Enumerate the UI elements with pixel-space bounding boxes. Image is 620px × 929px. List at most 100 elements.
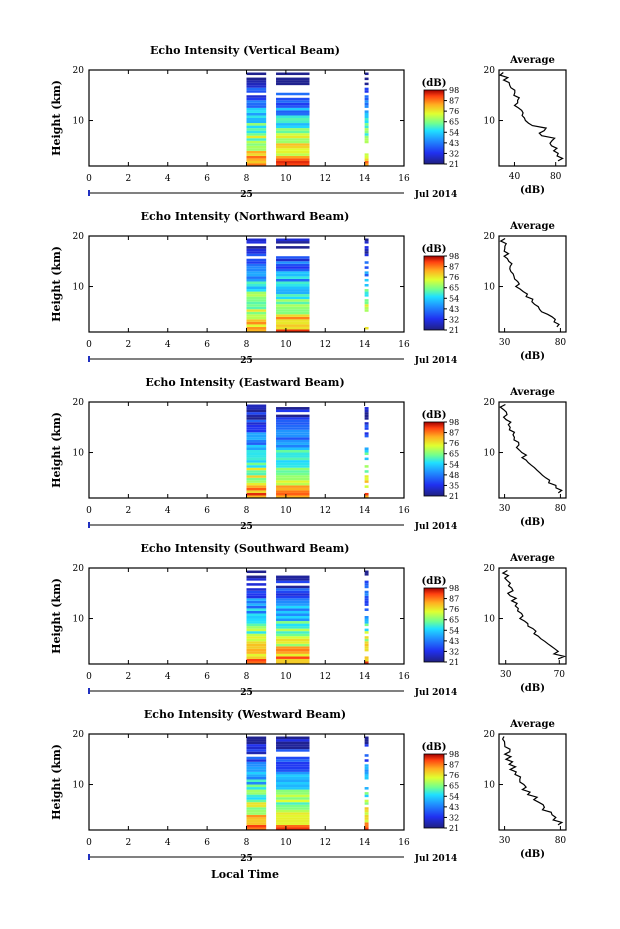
colorbar (423, 255, 445, 331)
heatmap-cell (246, 278, 267, 282)
heatmap-cell (276, 761, 310, 765)
date-label: Jul 2014 (414, 356, 457, 366)
heatmap-cells (246, 404, 369, 498)
panel-title: Echo Intensity (Northward Beam) (141, 210, 350, 223)
heatmap-cell (276, 133, 310, 136)
x-tick-label: 8 (244, 672, 250, 682)
heatmap-cell (364, 658, 369, 662)
x-tick-label: 4 (165, 340, 171, 350)
y-tick-label: 20 (73, 398, 85, 408)
heatmap-cell (276, 774, 310, 777)
x-tick-label: 6 (204, 838, 210, 848)
heatmap-cell (246, 626, 267, 629)
x-tick-label: 14 (359, 340, 371, 350)
heatmap-cell (364, 583, 369, 586)
heatmap-cell (276, 764, 310, 767)
heatmap-cell (276, 739, 310, 742)
average-title: Average (509, 387, 555, 398)
heatmap-cell (364, 794, 369, 798)
heatmap-cell (276, 487, 310, 491)
heatmap-cell (276, 477, 310, 481)
heatmap-cell (246, 739, 267, 742)
heatmap-cell (276, 289, 310, 292)
colorbar-tick-label: 54 (449, 294, 459, 303)
heatmap-cell (276, 804, 310, 808)
heatmap-cell (246, 621, 267, 624)
heatmap-cell (364, 485, 369, 488)
heatmap-cell (276, 92, 310, 96)
heatmap-cell (246, 802, 267, 805)
heatmap-cell (246, 444, 267, 448)
x-tick-label: 10 (280, 838, 292, 848)
x-tick-label: 0 (86, 838, 92, 848)
heatmap-cell (276, 321, 310, 325)
heatmap-cell (364, 432, 369, 435)
heatmap-cell (246, 578, 267, 581)
heatmap-cell (276, 417, 310, 420)
heatmap-cell (276, 588, 310, 591)
colorbar-tick-label: 76 (449, 273, 459, 282)
colorbar-tick-label: 87 (449, 595, 459, 604)
heatmap-cell (364, 480, 369, 483)
heatmap-cell (276, 470, 310, 473)
heatmap-cell (246, 163, 267, 166)
heatmap-cell (276, 814, 310, 818)
heatmap-cell (276, 603, 310, 606)
y-tick-label: 10 (73, 449, 85, 459)
heatmap-cell (246, 595, 267, 599)
colorbar-tick-label: 87 (449, 429, 459, 438)
heatmap-cell (276, 80, 310, 83)
heatmap-cell (246, 447, 267, 450)
average-x-tick-label: 40 (509, 172, 521, 182)
average-x-label: (dB) (520, 351, 545, 362)
heatmap-cell (246, 756, 267, 760)
panel-title: Echo Intensity (Vertical Beam) (150, 44, 340, 57)
heatmap-cell (246, 95, 267, 98)
heatmap-cell (246, 261, 267, 264)
x-tick-label: 6 (204, 506, 210, 516)
heatmap-cell (276, 439, 310, 443)
heatmap-cell (364, 266, 369, 269)
heatmap-cell (364, 648, 369, 652)
heatmap-cell (246, 276, 267, 279)
x-tick-label: 2 (126, 506, 132, 516)
heatmap-cell (276, 286, 310, 290)
heatmap-cell (364, 812, 369, 815)
heatmap-cell (276, 140, 310, 144)
heatmap-cell (276, 595, 310, 599)
heatmap-cell (364, 736, 369, 740)
heatmap-cell (246, 271, 267, 274)
heatmap-cell (246, 112, 267, 116)
heatmap-cell (364, 414, 369, 418)
colorbar-tick-label: 98 (449, 252, 459, 261)
heatmap-cell (246, 107, 267, 111)
heatmap-cell (276, 444, 310, 448)
heatmap-cell (246, 266, 267, 269)
heatmap-cell (246, 82, 267, 86)
heatmap-cell (276, 472, 310, 476)
colorbar-tick-label: 65 (449, 284, 459, 293)
y-tick-label: 10 (73, 781, 85, 791)
heatmap-cell (364, 248, 369, 252)
x-tick-label: 10 (280, 174, 292, 184)
heatmap-cell (364, 495, 369, 498)
heatmap-cell (276, 407, 310, 410)
heatmap-cell (246, 284, 267, 287)
average-y-tick-label: 10 (484, 449, 496, 459)
heatmap-cell (246, 618, 267, 622)
x-tick-label: 12 (320, 506, 331, 516)
heatmap-cell (246, 120, 267, 124)
heatmap-cell (364, 741, 369, 745)
heatmap-cell (276, 621, 310, 624)
heatmap-cell (276, 306, 310, 310)
heatmap-cell (276, 112, 310, 116)
y-tick-label: 20 (73, 730, 85, 740)
colorbar-tick-label: 21 (449, 160, 459, 169)
heatmap-cell (246, 289, 267, 292)
colorbar-tick-label: 21 (449, 824, 459, 833)
colorbar-tick-label: 54 (449, 128, 459, 137)
heatmap-cell (364, 238, 369, 242)
heatmap-cell (246, 125, 267, 129)
heatmap-cell (246, 329, 267, 332)
heatmap-cell (276, 130, 310, 134)
